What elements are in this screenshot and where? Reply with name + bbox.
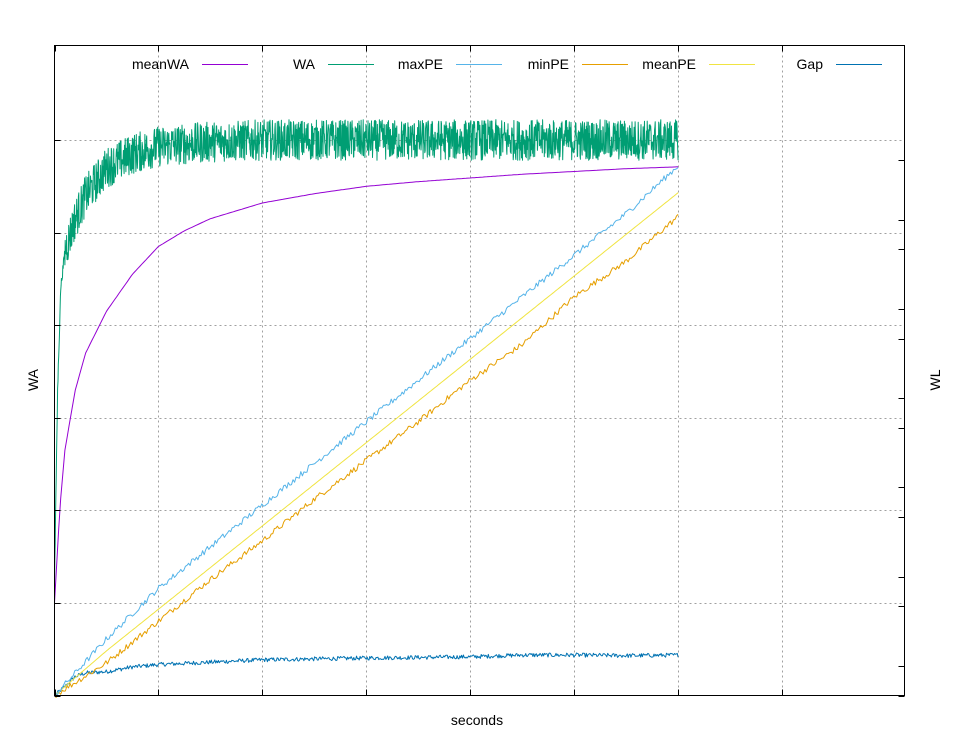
series-wa-line <box>54 119 679 588</box>
y-axis-label: WA <box>25 368 41 391</box>
x-axis-label: seconds <box>451 712 503 728</box>
legend-label: maxPE <box>398 56 443 72</box>
tick-layer <box>54 45 905 697</box>
legend-item-minpe: minPE <box>528 56 628 72</box>
legend-label: meanPE <box>642 56 696 72</box>
legend: meanWA WA maxPE minPE meanPE Gap <box>132 56 882 72</box>
legend-label: meanWA <box>132 56 190 72</box>
legend-item-meanpe: meanPE <box>642 56 755 72</box>
series-gap-line <box>54 652 679 696</box>
series-minpe-line <box>54 213 679 698</box>
legend-item-wa: WA <box>293 56 374 72</box>
legend-label: WA <box>293 56 316 72</box>
legend-label: Gap <box>797 56 824 72</box>
legend-item-maxpe: maxPE <box>398 56 502 72</box>
series-meanpe-line <box>54 192 679 696</box>
y2-axis-label: WL <box>927 369 943 390</box>
series-maxpe-line <box>54 167 679 696</box>
series-layer <box>54 119 679 698</box>
plot-frame <box>54 45 905 696</box>
legend-label: minPE <box>528 56 569 72</box>
series-meanwa-line <box>54 166 679 603</box>
legend-item-meanwa: meanWA <box>132 56 248 72</box>
legend-item-gap: Gap <box>797 56 882 72</box>
